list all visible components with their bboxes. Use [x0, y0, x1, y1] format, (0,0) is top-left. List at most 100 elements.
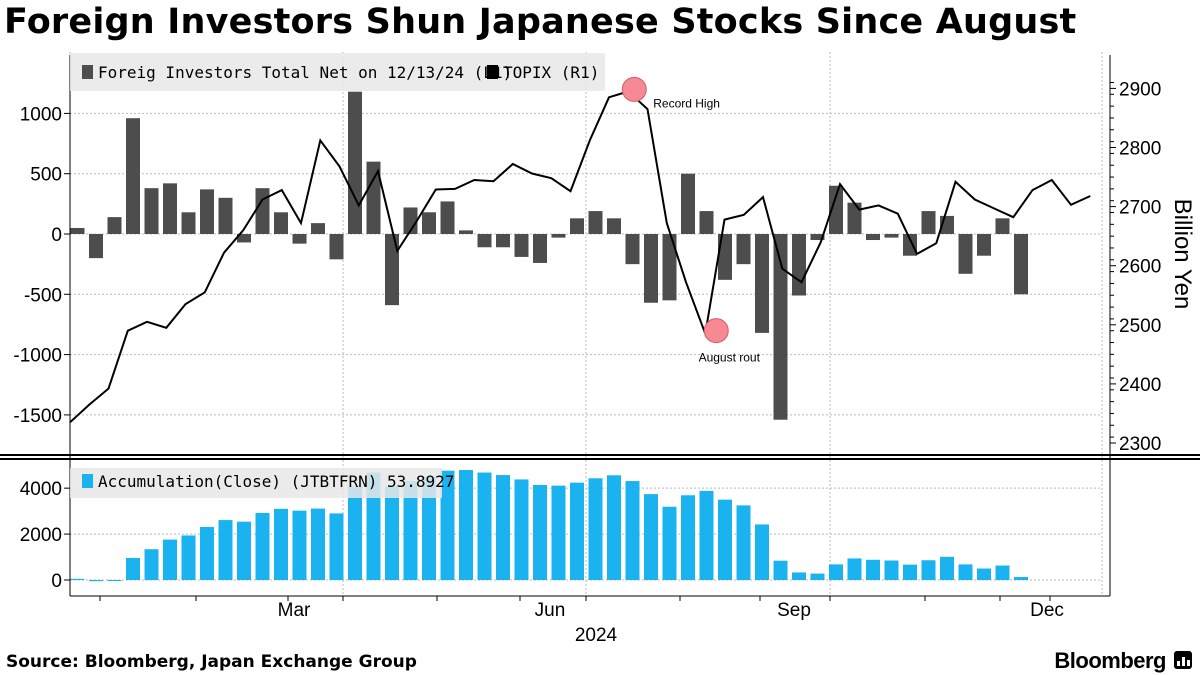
left-tick-label: 500	[30, 165, 62, 186]
net-bar	[107, 217, 122, 234]
august-rout-marker	[703, 318, 729, 344]
net-bar	[755, 234, 769, 333]
chart-title: Foreign Investors Shun Japanese Stocks S…	[4, 2, 1077, 42]
accum-bar	[958, 564, 973, 580]
accum-bar	[792, 572, 806, 580]
brand-logo-text: Bloomberg	[1054, 648, 1166, 673]
accum-bar	[570, 482, 584, 580]
net-bar	[810, 234, 825, 241]
accum-bar	[866, 559, 880, 580]
accum-bar	[89, 580, 103, 582]
net-bar	[570, 218, 584, 234]
net-bar	[144, 188, 159, 234]
net-bar	[385, 234, 399, 306]
accum-bar	[422, 476, 436, 580]
accum-bar	[107, 580, 122, 581]
net-bar	[588, 211, 603, 234]
net-bar	[644, 234, 658, 303]
net-bar	[773, 234, 788, 420]
accum-bar	[144, 549, 159, 580]
record-high-label: Record High	[653, 96, 720, 110]
accum-bar	[200, 526, 214, 580]
accum-bar	[977, 568, 991, 580]
top-legend-bg	[70, 53, 605, 91]
accum-bar	[70, 578, 85, 580]
bloomberg-terminal-icon	[1174, 651, 1192, 669]
accum-bar	[884, 560, 899, 580]
x-tick-dec: Dec	[1030, 600, 1064, 621]
net-bar	[200, 189, 214, 234]
net-bar	[681, 173, 695, 234]
left-tick-label-bottom: 4000	[20, 479, 62, 500]
accum-bar	[625, 481, 640, 580]
bottom-legend-bg	[70, 468, 442, 498]
right-tick-label: 2300	[1119, 434, 1161, 455]
accum-bar	[681, 495, 695, 580]
net-bar	[607, 218, 621, 234]
legend-label-net: Foreig Investors Total Net on 12/13/24 (…	[98, 63, 512, 82]
legend-swatch-topix	[487, 65, 498, 79]
net-bar	[625, 234, 640, 265]
right-tick-label: 2500	[1119, 316, 1161, 337]
accum-bar	[329, 513, 344, 580]
accum-bar	[366, 472, 381, 580]
accum-bar	[237, 521, 251, 580]
net-bar	[718, 234, 732, 280]
net-bar	[847, 202, 862, 234]
net-bar	[459, 230, 473, 234]
net-bar	[70, 227, 85, 234]
accum-bar	[292, 510, 307, 580]
accum-bar	[718, 499, 732, 580]
top-legend: Foreig Investors Total Net on 12/13/24 (…	[70, 53, 605, 91]
net-bar	[533, 234, 547, 263]
bottom-legend: Accumulation(Close) (JTBTFRN) 53.8927	[70, 468, 454, 498]
right-tick-label: 2900	[1119, 79, 1161, 100]
net-bar	[958, 234, 973, 274]
accum-bar	[662, 506, 677, 580]
right-tick-label: 2700	[1119, 198, 1161, 219]
accum-bar	[514, 479, 529, 580]
accum-bar	[903, 564, 917, 580]
x-axis-year: 2024	[575, 625, 618, 646]
accum-bar	[921, 560, 936, 580]
accum-bar	[311, 508, 325, 580]
net-bar	[699, 211, 714, 234]
chart-canvas: -1500 -1000 -500 0 500 1000 2300 2400 2500 2600 27…	[0, 52, 1200, 646]
net-bar	[921, 211, 936, 234]
net-bar	[255, 188, 270, 234]
net-bar	[662, 234, 677, 301]
accum-bar	[940, 556, 954, 580]
accum-bar	[829, 564, 843, 580]
accum-bar	[255, 512, 270, 580]
left-tick-label: 1000	[20, 104, 62, 125]
legend-swatch-net	[82, 65, 93, 79]
accum-bar	[755, 524, 769, 580]
net-bar	[792, 234, 806, 296]
net-bar	[126, 118, 140, 234]
net-bar	[884, 234, 899, 238]
accum-bar	[644, 494, 658, 580]
x-tick-jun: Jun	[535, 600, 566, 621]
left-tick-label-bottom: 2000	[20, 525, 62, 546]
source-note: Source: Bloomberg, Japan Exchange Group	[6, 652, 417, 672]
accum-bar	[533, 484, 547, 580]
accum-bar	[995, 565, 1010, 580]
left-tick-label: 0	[51, 225, 62, 246]
accum-bar	[1014, 577, 1028, 580]
net-bar	[403, 207, 418, 234]
accum-bar	[348, 486, 362, 580]
accum-bar	[459, 470, 473, 580]
right-tick-label: 2600	[1119, 257, 1161, 278]
record-high-marker	[621, 76, 647, 102]
accum-bar	[181, 535, 196, 580]
net-bar	[903, 234, 917, 256]
net-bar	[181, 212, 196, 234]
accum-bar	[847, 558, 862, 580]
accum-bar	[810, 573, 825, 580]
x-tick-mar: Mar	[278, 600, 311, 621]
net-bar	[496, 234, 510, 248]
left-tick-label: -1500	[13, 406, 62, 427]
net-bar	[829, 185, 843, 234]
x-tick-sep: Sep	[777, 600, 811, 621]
legend-label-topix: TOPIX (R1)	[503, 63, 599, 82]
